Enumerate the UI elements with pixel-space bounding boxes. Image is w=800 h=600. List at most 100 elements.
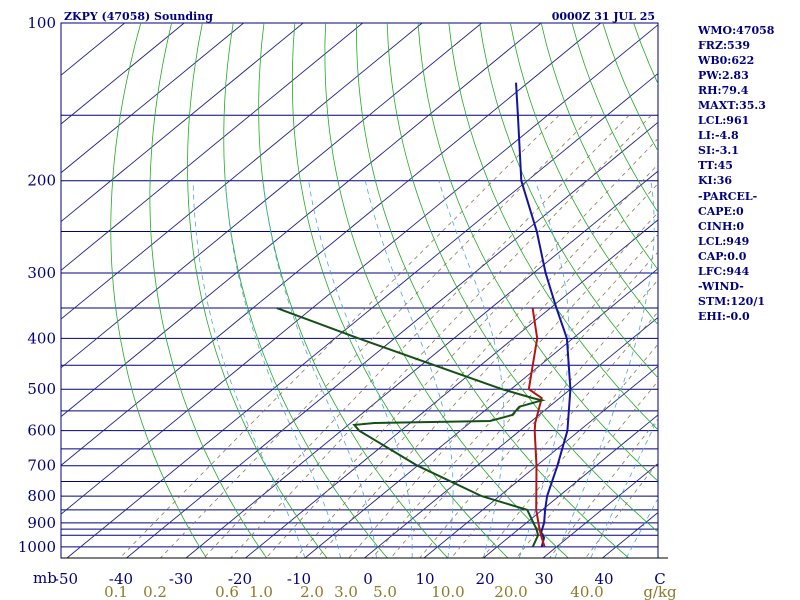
temperature-tick-label: C [654, 570, 665, 588]
isotherm-line [61, 23, 304, 223]
mixing-ratio-unit-label: g/kg [643, 583, 677, 600]
isotherm-line [483, 414, 658, 558]
mixing-ratio-tick-label: 3.0 [334, 583, 358, 600]
pressure-tick-label: 400 [27, 329, 56, 347]
mixing-ratio-line [371, 233, 658, 558]
isotherm-line [61, 23, 482, 369]
pressure-tick-label: 500 [27, 380, 56, 398]
dry-adiabat-line [187, 23, 328, 558]
dry-adiabat-line [356, 23, 629, 558]
isotherm-line [61, 24, 658, 515]
mixing-ratio-tick-label: 1.0 [249, 583, 273, 600]
mixing-ratio-line [451, 311, 658, 558]
index-item: MAXT:35.3 [698, 99, 766, 113]
index-item: LI:-4.8 [698, 129, 739, 143]
isotherm-line [126, 121, 658, 558]
mixing-ratio-tick-label: 40.0 [570, 583, 603, 600]
plot-area [60, 22, 659, 559]
mixing-ratio-line [585, 461, 658, 558]
temperature-tick-label: -50 [54, 570, 78, 588]
isotherm-line [364, 316, 658, 558]
chart-title: ZKPY (47058) Sounding [64, 10, 213, 23]
index-item: LCL:961 [698, 114, 750, 128]
index-item: EHI:-0.0 [698, 309, 750, 323]
moist-adiabat-line [308, 180, 413, 558]
mixing-ratio-line [316, 183, 658, 558]
temperature-tick-label: 0 [363, 570, 373, 588]
isotherm-line [185, 170, 658, 558]
pressure-tick-label: 700 [27, 457, 56, 475]
moist-adiabat-line [518, 180, 570, 558]
sounding-profiles [276, 82, 572, 548]
pressure-tick-label: 100 [27, 14, 56, 32]
mixing-ratio-line [230, 115, 652, 558]
index-item: -WIND- [698, 279, 744, 293]
temperature-tick-label: -10 [287, 570, 311, 588]
dry-adiabat-line [448, 23, 658, 431]
mixing-ratio-tick-label: 10.0 [431, 583, 464, 600]
moist-adiabat-line [554, 180, 655, 558]
temperature-tick-label: 40 [594, 570, 613, 588]
moist-adiabat-line [364, 180, 454, 558]
mixing-ratio-tick-label: 20.0 [494, 583, 527, 600]
indices-panel: WMO:47058 FRZ:539 WB0:622 PW:2.83 RH:79.4 MAX… [698, 23, 774, 324]
index-item: LFC:944 [698, 264, 750, 278]
mixing-ratio-tick-label: 0.1 [104, 583, 128, 600]
index-item: KI:36 [698, 174, 733, 188]
isotherm-line [61, 23, 363, 271]
mixing-ratio-line [549, 418, 658, 558]
index-item: CAPE:0 [698, 204, 744, 218]
mixing-ratio-line [390, 251, 658, 558]
dry-adiabat-line [223, 23, 388, 558]
index-item: CINH:0 [698, 219, 745, 233]
moist-adiabat-line [192, 180, 306, 558]
moist-adiabat-line [625, 497, 658, 558]
pressure-tick-label: 600 [27, 422, 56, 440]
isotherm-line [61, 23, 423, 320]
dry-adiabat-line [479, 23, 658, 379]
mixing-ratio-tick-label: 5.0 [373, 583, 397, 600]
index-item: RH:79.4 [698, 84, 749, 98]
mixing-ratio-line [348, 212, 658, 558]
mixing-ratio-line [265, 138, 658, 558]
mixing-ratio-tick-label: 2.0 [300, 583, 324, 600]
dry-adiabat-line [149, 23, 268, 558]
dry-adiabat-line [788, 23, 800, 558]
index-item: LCL:949 [698, 234, 750, 248]
pressure-tick-label: 300 [27, 264, 56, 282]
grid-layer [61, 23, 800, 558]
isotherm-line [61, 23, 244, 174]
pressure-tick-label: 800 [27, 487, 56, 505]
pressure-tick-label: 900 [27, 514, 56, 532]
moist-adiabat-line [590, 417, 658, 558]
index-item: STM:120/1 [698, 294, 765, 308]
moist-adiabat-line [262, 180, 377, 558]
dry-adiabat-line [417, 23, 658, 482]
index-item: WMO:47058 [698, 24, 775, 37]
moist-adiabat-line [225, 180, 342, 558]
dry-adiabat-line [540, 23, 658, 271]
mixing-ratio-tick-label: 0.6 [215, 583, 239, 600]
temperature-profile-line [527, 307, 546, 548]
index-item: CAP:0.0 [698, 249, 747, 263]
index-item: PW:2.83 [698, 69, 749, 83]
dewpoint-profile-line [276, 307, 546, 548]
mixing-ratio-tick-label: 0.2 [143, 583, 167, 600]
temperature-tick-label: 10 [415, 570, 434, 588]
isotherm-line [423, 365, 658, 558]
isotherm-line [245, 219, 658, 558]
moist-adiabat-line [438, 180, 505, 558]
isotherm-line [61, 23, 601, 466]
index-item: -PARCEL- [698, 189, 758, 203]
dry-adiabat-line [510, 23, 658, 326]
index-item: SI:-3.1 [698, 144, 739, 158]
parcel-profile-line [515, 82, 572, 548]
mixing-ratio-line [160, 115, 594, 558]
temperature-tick-label: -30 [169, 570, 193, 588]
mixing-ratio-line [295, 163, 658, 558]
index-item: WB0:622 [698, 54, 755, 68]
index-item: TT:45 [698, 159, 733, 173]
pressure-tick-label: 1000 [18, 538, 56, 556]
temperature-tick-label: 30 [534, 570, 553, 588]
